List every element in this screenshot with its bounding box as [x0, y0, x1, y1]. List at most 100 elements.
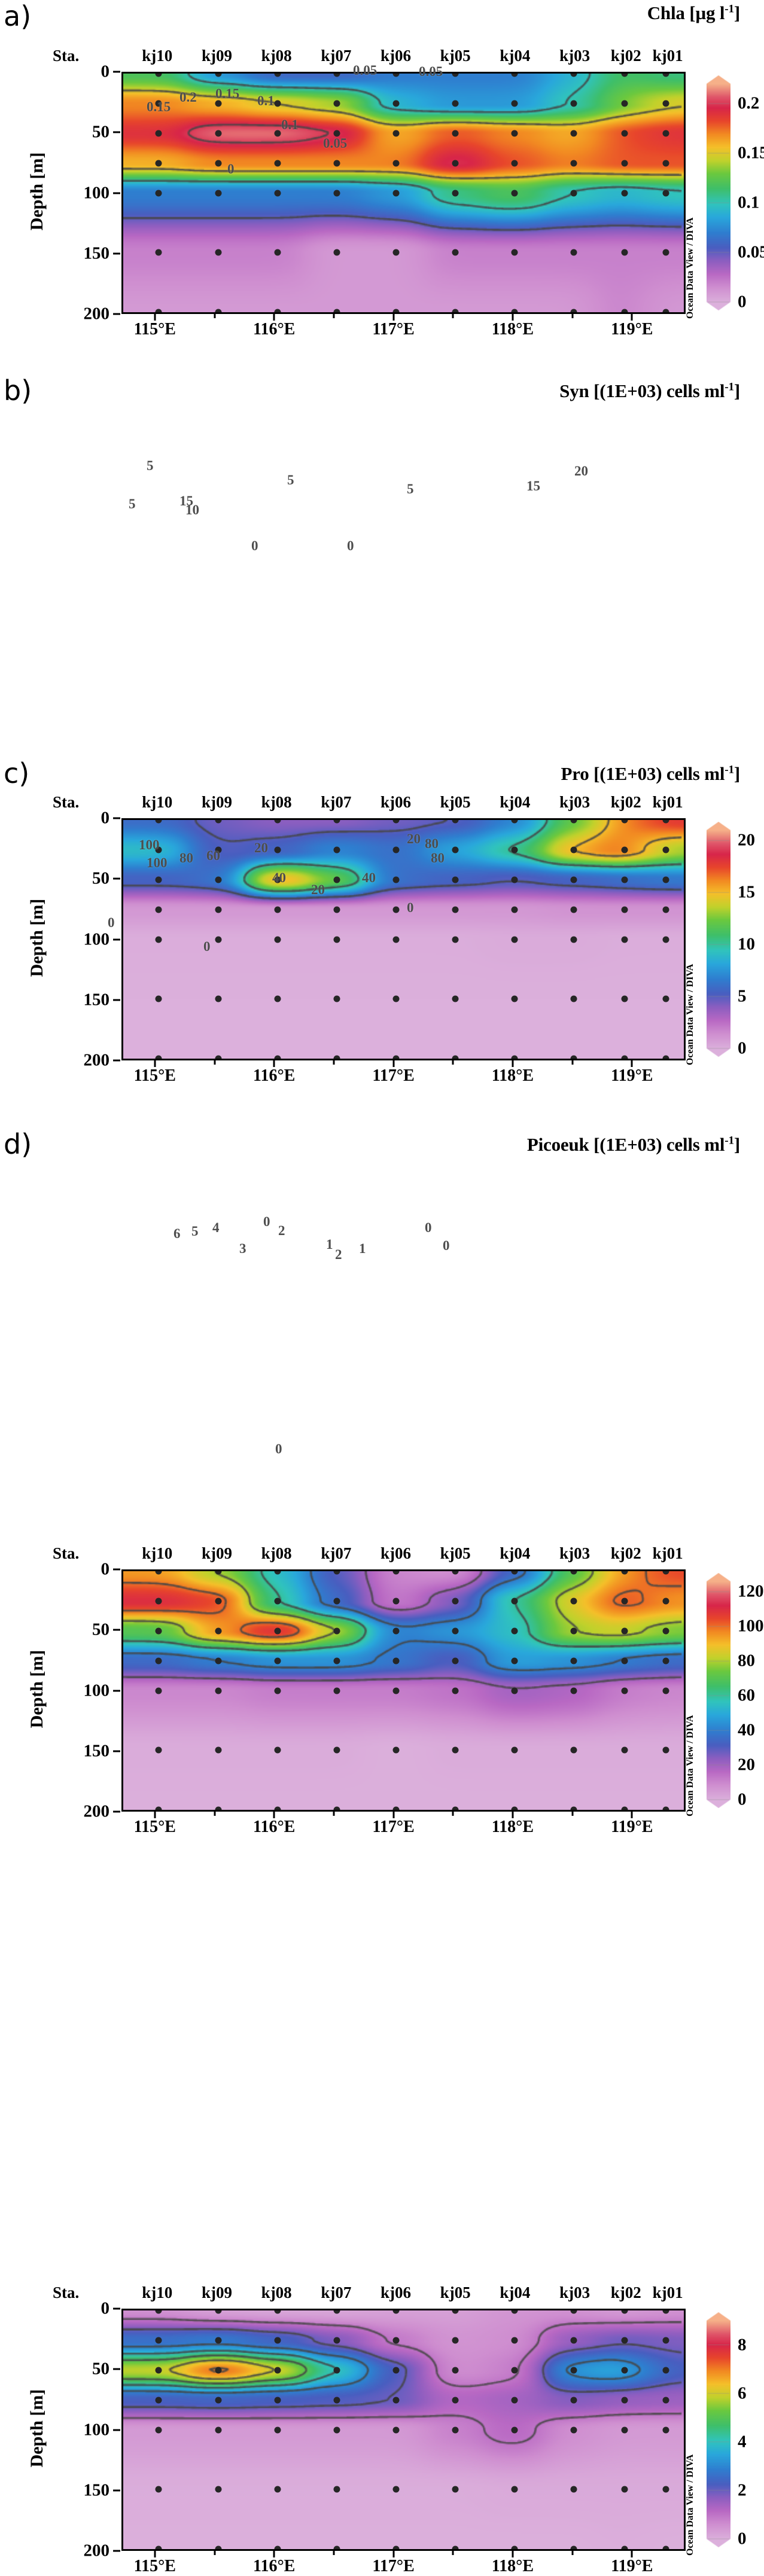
colorbar-tick-3-2: 80 [738, 1651, 755, 1670]
panel-title-exponent: -1 [725, 763, 734, 776]
longitude-minor-tickmark [571, 2551, 574, 2555]
station-label-kj06: kj06 [380, 1544, 412, 1562]
longitude-tickmark [154, 1060, 156, 1067]
depth-tick-200-panel1: 200 [83, 304, 110, 324]
station-label-kj07: kj07 [321, 47, 352, 65]
depth-tickmark [113, 252, 120, 255]
panel-title-exponent: -1 [725, 380, 734, 394]
longitude-tick-119-panel3: 119°E [611, 1818, 653, 1836]
colorbar-tick-2-0: 20 [738, 830, 755, 850]
longitude-tick-116-panel3: 116°E [253, 1818, 296, 1836]
depth-tick-150-panel1: 150 [83, 243, 110, 263]
colorbar-tick-1-3: 0.05 [738, 242, 764, 262]
longitude-tickmark [154, 314, 156, 321]
station-label-kj09: kj09 [201, 1544, 233, 1562]
colorbar-tick-2-1: 15 [738, 882, 755, 902]
longitude-minor-tickmark [452, 2551, 454, 2555]
longitude-tickmark [631, 2551, 633, 2557]
depth-tickmark [113, 1059, 120, 1062]
longitude-tick-119-panel1: 119°E [611, 320, 653, 339]
longitude-minor-tickmark [333, 2551, 335, 2555]
station-label-kj09: kj09 [201, 793, 233, 811]
station-label-kj06: kj06 [380, 793, 412, 811]
station-row-prefix: Sta. [53, 47, 80, 65]
depth-tickmark [113, 999, 120, 1001]
odv-credit-3: Ocean Data View / DIVA [685, 1715, 695, 1816]
longitude-tickmark [512, 1812, 514, 1818]
longitude-tick-118-panel4: 118°E [491, 2557, 534, 2575]
longitude-tickmark [273, 1812, 275, 1818]
section-plot-4 [121, 2309, 686, 2551]
longitude-minor-tickmark [452, 1812, 454, 1816]
station-label-kj06: kj06 [380, 47, 412, 65]
depth-tick-0-panel1: 0 [101, 62, 110, 81]
longitude-minor-tickmark [452, 1060, 454, 1065]
longitude-minor-tickmark [333, 314, 335, 318]
station-label-kj10: kj10 [142, 2284, 173, 2301]
depth-tickmark [113, 1810, 120, 1813]
colorbar-gradient-1 [707, 75, 730, 310]
station-label-kj01: kj01 [652, 1544, 683, 1562]
depth-axis-label-3: Depth [m] [27, 1650, 47, 1728]
station-label-kj10: kj10 [142, 793, 173, 811]
colorbar-gradient-4 [707, 2312, 730, 2547]
longitude-minor-tickmark [571, 1812, 574, 1816]
station-label-kj08: kj08 [261, 793, 292, 811]
colorbar-3 [707, 1573, 730, 1808]
station-label-kj04: kj04 [500, 793, 531, 811]
panel-title-3: Pro [(1E+03) cells ml-1] [561, 763, 741, 785]
station-label-kj09: kj09 [201, 47, 233, 65]
panel-title-bracket: ] [733, 2, 740, 23]
station-label-kj08: kj08 [261, 1544, 292, 1562]
colorbar-1 [707, 75, 730, 310]
depth-axis-label-4: Depth [m] [27, 2389, 47, 2467]
station-label-kj01: kj01 [652, 2284, 683, 2301]
depth-tick-100-panel4: 100 [83, 2420, 110, 2439]
longitude-tick-117-panel2: 117°E [372, 1066, 415, 1085]
longitude-minor-tickmark [214, 2551, 215, 2555]
panel-title-exponent: -1 [725, 1134, 734, 1147]
colorbar-tick-3-6: 0 [738, 1790, 747, 1809]
longitude-tick-115-panel4: 115°E [133, 2557, 176, 2575]
station-label-kj01: kj01 [652, 793, 683, 811]
longitude-tick-117-panel4: 117°E [372, 2557, 415, 2575]
depth-tickmark [113, 192, 120, 194]
station-label-kj09: kj09 [201, 2284, 233, 2301]
panel-title-bracket: ] [733, 380, 740, 401]
longitude-tickmark [392, 1060, 395, 1067]
station-label-kj03: kj03 [559, 1544, 590, 1562]
section-field-canvas-1 [123, 74, 684, 312]
longitude-tick-115-panel2: 115°E [133, 1066, 176, 1085]
longitude-tick-119-panel2: 119°E [611, 1066, 653, 1085]
depth-tick-150-panel3: 150 [83, 1741, 110, 1761]
section-plot-2 [121, 818, 686, 1060]
depth-tickmark [113, 1690, 120, 1691]
longitude-tickmark [273, 314, 275, 321]
depth-tick-0-panel2: 0 [101, 808, 110, 828]
panel-2: b) Syn [(1E+03) cells ml-1] Sta. kj10 kj09 kj… [0, 371, 764, 1085]
longitude-minor-tickmark [571, 314, 574, 318]
depth-tick-100-panel2: 100 [83, 929, 110, 949]
depth-tickmark [113, 313, 120, 315]
longitude-tick-118-panel2: 118°E [491, 1066, 534, 1085]
station-label-kj06: kj06 [380, 2284, 412, 2301]
panel-letter-3: c) [4, 757, 30, 789]
depth-tick-100-panel1: 100 [83, 183, 110, 202]
station-label-kj03: kj03 [559, 2284, 590, 2301]
section-field-canvas-3 [123, 1571, 684, 1810]
longitude-minor-tickmark [333, 1812, 335, 1816]
odv-credit-4: Ocean Data View / DIVA [685, 2454, 695, 2556]
colorbar-tick-1-4: 0 [738, 292, 747, 312]
station-row-4: Sta. kj10 kj09 kj08 kj07 kj06 kj05 kj04 kj03 kj02… [0, 2284, 764, 2304]
station-row-prefix: Sta. [53, 793, 80, 811]
longitude-tickmark [273, 1060, 275, 1067]
longitude-tickmark [392, 314, 395, 321]
depth-tick-0-panel4: 0 [101, 2298, 110, 2318]
depth-tickmark [113, 2550, 120, 2552]
station-label-kj05: kj05 [440, 1544, 471, 1562]
longitude-minor-tickmark [214, 1060, 215, 1065]
longitude-tickmark [512, 2551, 514, 2557]
colorbar-gradient-3 [707, 1573, 730, 1808]
station-label-kj03: kj03 [559, 793, 590, 811]
depth-tickmark [113, 817, 120, 819]
